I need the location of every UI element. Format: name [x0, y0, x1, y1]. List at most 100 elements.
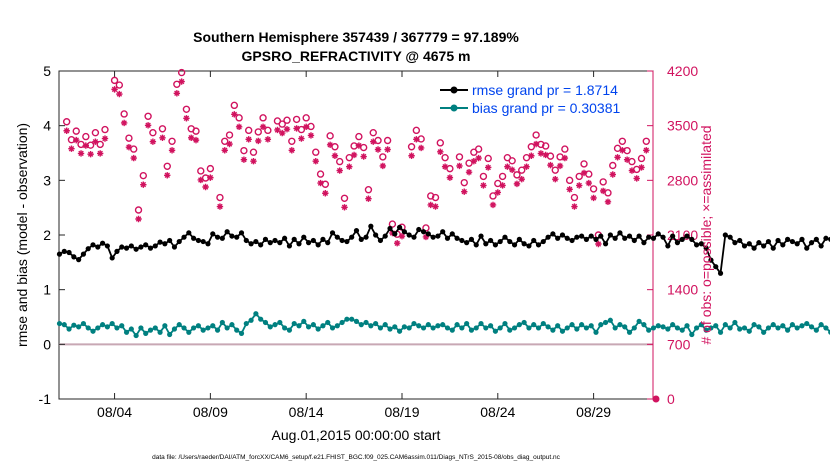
obs-assimilated-point: [222, 147, 228, 153]
bias-point: [349, 317, 354, 322]
obs-assimilated-point: [217, 203, 223, 209]
bias-point: [584, 325, 589, 330]
rmse-point: [181, 235, 186, 240]
rmse-point: [316, 242, 321, 247]
rmse-point: [775, 238, 780, 243]
rmse-point: [431, 235, 436, 240]
bias-point: [167, 332, 172, 337]
bias-point: [330, 325, 335, 330]
rmse-point: [66, 250, 71, 255]
rmse-point: [512, 242, 517, 247]
obs-assimilated-point: [351, 152, 357, 158]
rmse-point: [569, 238, 574, 243]
bias-point: [215, 328, 220, 333]
obs-assimilated-point: [245, 136, 251, 142]
bias-point: [181, 325, 186, 330]
rmse-point: [234, 235, 239, 240]
obs-assimilated-point: [78, 150, 84, 156]
rmse-point: [608, 232, 613, 237]
bias-point: [340, 320, 345, 325]
rmse-point: [373, 232, 378, 237]
bias-point: [728, 325, 733, 330]
bias-point: [445, 325, 450, 330]
bias-point: [268, 324, 273, 329]
bias-point: [143, 331, 148, 336]
obs-assimilated-point: [456, 163, 462, 169]
bias-point: [205, 325, 210, 330]
bias-point: [325, 320, 330, 325]
bias-point: [431, 325, 436, 330]
bias-point: [76, 324, 81, 329]
bias-point: [387, 326, 392, 331]
bias-point: [603, 320, 608, 325]
left-y-tick-label: -1: [39, 391, 52, 407]
obs-assimilated-point: [178, 78, 184, 84]
rmse-point: [248, 241, 253, 246]
bias-point: [593, 330, 598, 335]
rmse-point: [172, 244, 177, 249]
obs-assimilated-point: [528, 153, 534, 159]
rmse-point: [95, 244, 100, 249]
bias-point: [684, 323, 689, 328]
bias-point: [234, 328, 239, 333]
rmse-point: [210, 231, 215, 236]
bias-point: [105, 324, 110, 329]
rmse-point: [435, 233, 440, 238]
bias-point: [823, 325, 828, 330]
rmse-point: [809, 240, 814, 245]
obs-assimilated-point: [418, 145, 424, 151]
bias-point: [114, 325, 119, 330]
obs-assimilated-point: [638, 164, 644, 170]
obs-assimilated-point: [337, 167, 343, 173]
right-y-tick-label: 1400: [667, 282, 698, 298]
obs-assimilated-point: [121, 120, 127, 126]
left-y-tick-label: 0: [43, 336, 51, 352]
obs-assimilated-point: [437, 149, 443, 155]
bias-point: [201, 328, 206, 333]
rmse-point: [680, 237, 685, 242]
bias-point: [426, 322, 431, 327]
obs-assimilated-point: [432, 203, 438, 209]
x-tick-label: 08/19: [384, 404, 419, 420]
bias-point: [502, 321, 507, 326]
bias-point: [335, 323, 340, 328]
bias-point: [761, 330, 766, 335]
x-tick-label: 08/09: [193, 404, 228, 420]
rmse-point: [454, 236, 459, 241]
bias-point: [732, 320, 737, 325]
obs-assimilated-point: [499, 182, 505, 188]
bias-point: [287, 328, 292, 333]
obs-assimilated-point: [202, 184, 208, 190]
rmse-point: [263, 237, 268, 242]
obs-assimilated-point: [150, 138, 156, 144]
rmse-point: [670, 233, 675, 238]
bias-point: [320, 323, 325, 328]
rmse-point: [641, 240, 646, 245]
bias-point: [545, 324, 550, 329]
obs-assimilated-point: [485, 164, 491, 170]
chart-subtitle: GPSRO_REFRACTIVITY @ 4675 m: [242, 48, 471, 64]
bias-point: [301, 319, 306, 324]
legend-bias-marker: [451, 105, 458, 112]
bias-point: [531, 322, 536, 327]
bias-point: [363, 320, 368, 325]
rmse-point: [363, 235, 368, 240]
rmse-point: [603, 241, 608, 246]
bias-point: [263, 320, 268, 325]
rmse-point: [589, 233, 594, 238]
rmse-point: [474, 242, 479, 247]
bias-point: [737, 326, 742, 331]
rmse-point: [541, 239, 546, 244]
obs-assimilated-point: [140, 181, 146, 187]
rmse-point: [584, 237, 589, 242]
bias-point: [474, 325, 479, 330]
rmse-point: [124, 246, 129, 251]
rmse-point: [814, 237, 819, 242]
rmse-point: [742, 243, 747, 248]
bias-point: [191, 325, 196, 330]
rmse-point: [301, 235, 306, 240]
left-y-tick-label: 1: [43, 282, 51, 298]
right-y-tick-label: 2800: [667, 172, 698, 188]
obs-assimilated-point: [471, 158, 477, 164]
